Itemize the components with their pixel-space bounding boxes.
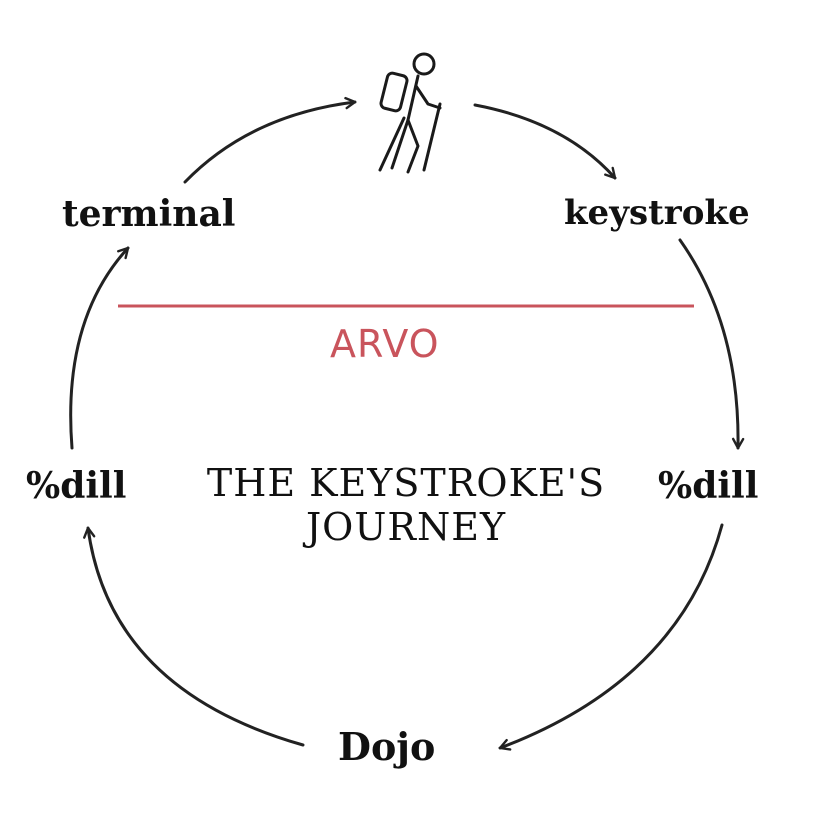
arrow-dill-right-to-dojo bbox=[498, 523, 724, 751]
arrow-terminal-to-hiker bbox=[183, 96, 357, 184]
node-dojo: Dojo bbox=[338, 724, 436, 769]
node-dill-left: %dill bbox=[26, 465, 127, 507]
node-keystroke: keystroke bbox=[564, 193, 750, 233]
arrow-keystroke-to-dill-right bbox=[678, 238, 745, 450]
node-dill-right: %dill bbox=[658, 465, 759, 507]
hiker-icon bbox=[378, 52, 442, 174]
arrow-dojo-to-dill-left bbox=[83, 526, 305, 747]
title-line-2: JOURNEY bbox=[305, 504, 507, 549]
diagram-title: THE KEYSTROKE'S JOURNEY bbox=[180, 461, 632, 549]
title-line-1: THE KEYSTROKE'S bbox=[206, 461, 606, 505]
arrow-dill-left-to-terminal bbox=[69, 246, 130, 450]
node-terminal: terminal bbox=[62, 193, 236, 235]
arrow-hiker-to-keystroke bbox=[473, 103, 617, 180]
divider-label: ARVO bbox=[330, 322, 440, 366]
